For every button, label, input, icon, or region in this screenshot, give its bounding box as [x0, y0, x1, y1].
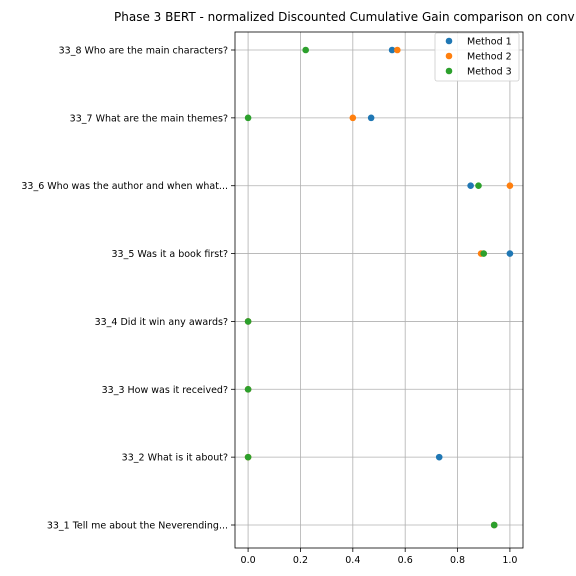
legend-label: Method 3 [467, 67, 512, 78]
x-tick-label: 0.6 [398, 555, 413, 566]
axes: 0.0 0.2 0.4 0.6 0.8 1.0 33_1 Tell me about the… [21, 31, 524, 566]
data-point [244, 318, 252, 325]
legend-label: Method 2 [467, 52, 512, 63]
data-point [244, 453, 252, 461]
chart-title: Phase 3 BERT - normalized Discounted Cum… [114, 10, 575, 24]
data-point [244, 385, 252, 393]
y-tick-label: 33_1 Tell me about the Neverending... [47, 521, 228, 532]
data-point [490, 521, 498, 529]
legend-marker [445, 67, 453, 75]
legend-label: Method 1 [467, 37, 512, 48]
data-point [506, 182, 514, 190]
x-tick-label: 0.4 [345, 555, 360, 566]
data-point [367, 114, 375, 122]
plot-frame [234, 31, 524, 549]
y-tick-label: 33_8 Who are the main characters? [59, 46, 228, 57]
x-tick-label: 0.2 [293, 555, 308, 566]
x-tick-label: 0.0 [241, 555, 256, 566]
grid [235, 32, 523, 548]
legend: Method 1 Method 2 Method 3 [434, 32, 520, 82]
data-point [506, 250, 514, 257]
data-point [435, 453, 443, 461]
y-tick-label: 33_3 How was it received? [102, 385, 228, 396]
data-point [394, 46, 401, 54]
legend-box [434, 32, 520, 82]
y-tick-label: 33_6 Who was the author and when what... [21, 181, 228, 192]
data-point [302, 46, 309, 54]
y-tick-label: 33_7 What are the main themes? [70, 113, 228, 124]
data-point [475, 182, 482, 190]
data-point [244, 114, 252, 122]
x-tick-label: 0.8 [450, 555, 465, 566]
data-point [480, 250, 488, 257]
legend-marker [445, 52, 453, 60]
y-tick-label: 33_4 Did it win any awards? [95, 317, 228, 328]
data-points [244, 46, 514, 529]
x-tick-label: 1.0 [502, 555, 517, 566]
legend-marker [445, 37, 453, 45]
y-tick-label: 33_2 What is it about? [122, 453, 228, 464]
data-point [388, 46, 396, 54]
data-point [467, 182, 474, 190]
data-point [349, 114, 357, 122]
y-tick-label: 33_5 Was it a book first? [112, 249, 229, 260]
